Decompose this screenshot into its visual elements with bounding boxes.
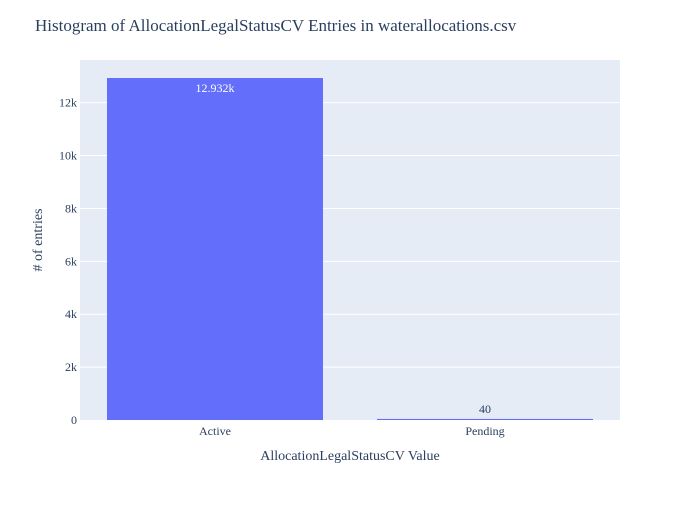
- x-axis-ticks: Active Pending: [199, 424, 505, 438]
- y-tick-label: 2k: [65, 360, 77, 374]
- y-tick-label: 10k: [59, 149, 77, 163]
- bar[interactable]: [107, 78, 323, 421]
- y-tick-label: 4k: [65, 307, 77, 321]
- data-label: 40: [479, 402, 491, 416]
- bars: [107, 78, 593, 421]
- x-axis-label: AllocationLegalStatusCV Value: [260, 449, 440, 464]
- data-labels: 12.932k 40: [196, 81, 492, 416]
- y-tick-label: 0: [71, 413, 77, 427]
- bar[interactable]: [377, 418, 593, 420]
- y-axis-label: # of entries: [31, 209, 46, 272]
- chart-title: Histogram of AllocationLegalStatusCV Ent…: [35, 16, 517, 35]
- y-tick-label: 8k: [65, 201, 77, 215]
- x-tick-label: Active: [199, 424, 231, 438]
- y-tick-label: 6k: [65, 254, 77, 268]
- y-axis-ticks: 0 2k 4k 6k 8k 10k 12k: [59, 96, 77, 427]
- y-tick-label: 12k: [59, 96, 77, 110]
- x-tick-label: Pending: [465, 424, 504, 438]
- data-label: 12.932k: [196, 81, 235, 95]
